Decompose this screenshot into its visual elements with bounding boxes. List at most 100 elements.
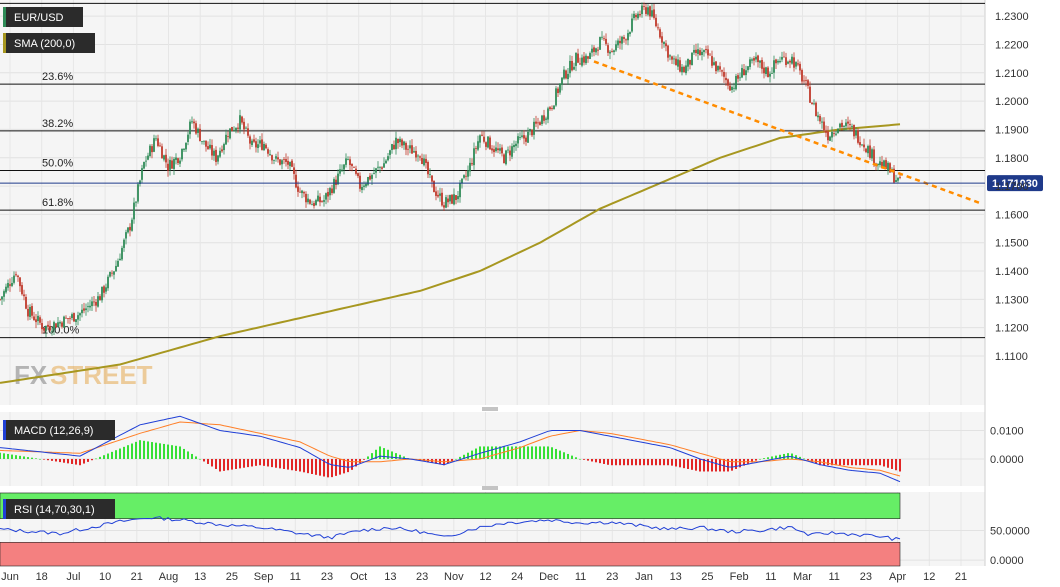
macd-bar	[627, 458, 629, 466]
rsi-resize-handle[interactable]	[482, 486, 498, 490]
candle-body	[99, 296, 101, 301]
candle-body	[731, 86, 733, 91]
candle-body	[513, 144, 515, 148]
candle-body	[371, 175, 373, 179]
macd-bar	[491, 446, 493, 459]
legend-instrument[interactable]: EUR/USD	[3, 7, 83, 27]
macd-bar	[227, 458, 229, 471]
candle-body	[721, 70, 723, 72]
candle-body	[177, 158, 179, 164]
time-tick-label: Apr	[889, 571, 906, 583]
candle-body	[353, 167, 355, 168]
macd-bar	[43, 458, 45, 460]
macd-bar	[71, 458, 73, 464]
candle-body	[575, 52, 577, 66]
macd-bar	[355, 458, 357, 467]
candle-body	[295, 174, 297, 188]
legend-rsi[interactable]: RSI (14,70,30,1)	[3, 499, 115, 519]
candle-body	[291, 160, 293, 167]
candle-body	[143, 162, 145, 169]
candle-body	[865, 148, 867, 153]
candle-body	[199, 128, 201, 142]
candle-body	[315, 200, 317, 206]
candle-body	[635, 14, 637, 18]
candle-body	[611, 51, 613, 52]
macd-bar	[671, 458, 673, 466]
candle-body	[139, 180, 141, 185]
candle-body	[245, 127, 247, 129]
candle-body	[817, 115, 819, 118]
candle-body	[517, 136, 519, 144]
candle-body	[159, 145, 161, 147]
macd-bar	[59, 458, 61, 463]
candle-body	[255, 141, 257, 148]
candle-body	[219, 150, 221, 157]
candle-body	[17, 275, 19, 278]
macd-bar	[375, 449, 377, 459]
candle-body	[895, 180, 897, 182]
macd-bar	[559, 450, 561, 459]
candle-body	[215, 149, 217, 162]
candle-body	[455, 195, 457, 201]
candle-body	[765, 67, 767, 74]
candle-body	[337, 173, 339, 185]
candle-body	[105, 287, 107, 292]
legend-sma[interactable]: SMA (200,0)	[3, 33, 95, 53]
candle-body	[847, 121, 849, 124]
macd-bar	[47, 458, 49, 461]
macd-resize-handle[interactable]	[482, 407, 498, 411]
macd-bar	[451, 458, 453, 462]
candle-body	[325, 193, 327, 200]
macd-bar	[235, 458, 237, 469]
candle-body	[665, 43, 667, 47]
candle-body	[373, 173, 375, 174]
candle-body	[125, 232, 127, 239]
candle-body	[715, 61, 717, 72]
candle-body	[651, 10, 653, 17]
candle-body	[75, 319, 77, 323]
macd-bar	[595, 458, 597, 463]
time-tick-label: 18	[36, 571, 48, 583]
macd-bar	[403, 456, 405, 459]
price-tick-label: 1.2300	[995, 11, 1029, 23]
macd-bar	[259, 458, 261, 466]
candle-body	[723, 71, 725, 77]
candle-body	[137, 184, 139, 202]
price-panel	[0, 0, 985, 405]
macd-bar	[571, 455, 573, 459]
macd-bar	[331, 458, 333, 478]
candle-body	[3, 291, 5, 297]
macd-bar	[203, 458, 205, 462]
fib-label: 100.0%	[42, 325, 80, 337]
candle-body	[707, 49, 709, 56]
candle-body	[691, 52, 693, 66]
macd-bar	[783, 453, 785, 459]
candle-body	[711, 56, 713, 66]
macd-tick-label: 0.0000	[990, 454, 1024, 466]
candle-body	[141, 168, 143, 180]
candle-body	[829, 136, 831, 141]
candle-body	[151, 146, 153, 153]
macd-bar	[871, 458, 873, 466]
candle-body	[79, 313, 81, 316]
candle-body	[667, 45, 669, 58]
macd-bar	[851, 458, 853, 466]
candle-body	[15, 274, 17, 276]
candle-body	[757, 55, 759, 63]
price-axis-ticks: 1.1100 1.1200 1.1300 1.1400 1.1500 1.1600 1.17…	[995, 11, 1029, 363]
macd-bar	[139, 440, 141, 459]
candle-body	[445, 197, 447, 208]
candle-body	[839, 123, 841, 128]
macd-bar	[723, 458, 725, 472]
macd-bar	[751, 458, 753, 463]
candle-body	[621, 36, 623, 44]
candle-body	[729, 85, 731, 91]
macd-bar	[323, 458, 325, 477]
candle-body	[349, 159, 351, 165]
legend-macd[interactable]: MACD (12,26,9)	[3, 420, 115, 440]
candle-body	[645, 7, 647, 14]
candle-body	[13, 275, 15, 283]
candle-body	[563, 69, 565, 79]
candle-body	[375, 168, 377, 173]
candle-body	[357, 173, 359, 177]
